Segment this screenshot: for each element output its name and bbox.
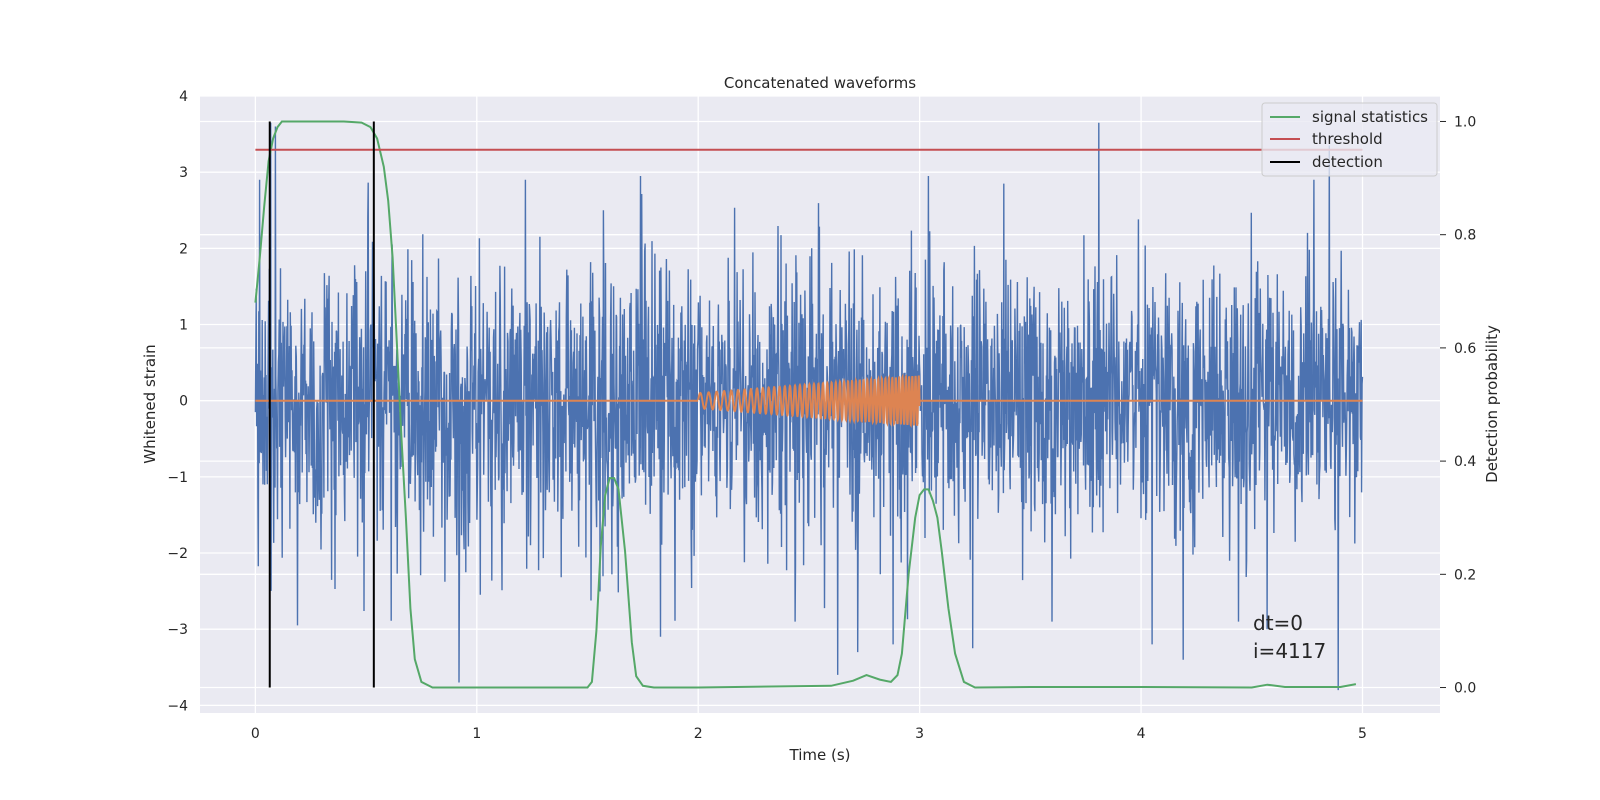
signal-statistics-line	[254, 120, 1357, 689]
detection	[268, 121, 375, 688]
legend-label-signal-statistics: signal statistics	[1312, 108, 1428, 126]
y-tick-label: 0	[179, 394, 188, 410]
annotation: dt=0 i=4117	[1253, 611, 1326, 663]
legend-box	[1261, 102, 1438, 177]
x-axis-ticks: 0 1 2 3 4 5	[251, 726, 1367, 742]
right-y-tick-label: 0.0	[1454, 681, 1476, 697]
y-tick-label: −1	[167, 470, 188, 486]
y-tick-label: 3	[179, 165, 188, 181]
injected-waveform	[255, 373, 1363, 429]
y-tick-label: 2	[179, 241, 188, 257]
legend-label-detection: detection	[1312, 153, 1383, 171]
annotation-index: i=4117	[1253, 639, 1326, 663]
y-tick-label: −2	[167, 546, 188, 562]
y-tick-label: 4	[179, 89, 188, 105]
right-y-tick-label: 0.6	[1454, 341, 1476, 357]
x-tick-label: 3	[915, 726, 924, 742]
data-layer	[254, 120, 1364, 691]
x-tick-label: 0	[251, 726, 260, 742]
x-tick-label: 1	[472, 726, 481, 742]
injected-waveform-chirp-line	[697, 373, 921, 429]
x-axis-label: Time (s)	[789, 746, 851, 764]
y-tick-label: −4	[167, 698, 188, 714]
legend-label-threshold: threshold	[1312, 130, 1383, 148]
x-tick-label: 5	[1358, 726, 1367, 742]
y-tick-label: 1	[179, 318, 188, 334]
right-y-tick-label: 0.8	[1454, 228, 1476, 244]
legend: signal statistics threshold detection	[1261, 102, 1438, 177]
right-y-tick-label: 0.4	[1454, 454, 1476, 470]
right-y-axis-ticks: 1.0 0.8 0.6 0.4 0.2 0.0	[1440, 114, 1476, 697]
right-y-axis-label: Detection probability	[1483, 325, 1501, 483]
y-tick-label: −3	[167, 622, 188, 638]
right-y-tick-label: 0.2	[1454, 567, 1476, 583]
x-tick-label: 2	[694, 726, 703, 742]
y-axis-ticks: 4 3 2 1 0 −1 −2 −3 −4	[167, 89, 188, 714]
right-y-tick-label: 1.0	[1454, 114, 1476, 130]
whitened-strain-line	[254, 122, 1364, 691]
chart-title: Concatenated waveforms	[724, 74, 916, 92]
y-axis-label: Whitened strain	[141, 344, 159, 463]
x-tick-label: 4	[1137, 726, 1146, 742]
annotation-dt: dt=0	[1253, 611, 1303, 635]
